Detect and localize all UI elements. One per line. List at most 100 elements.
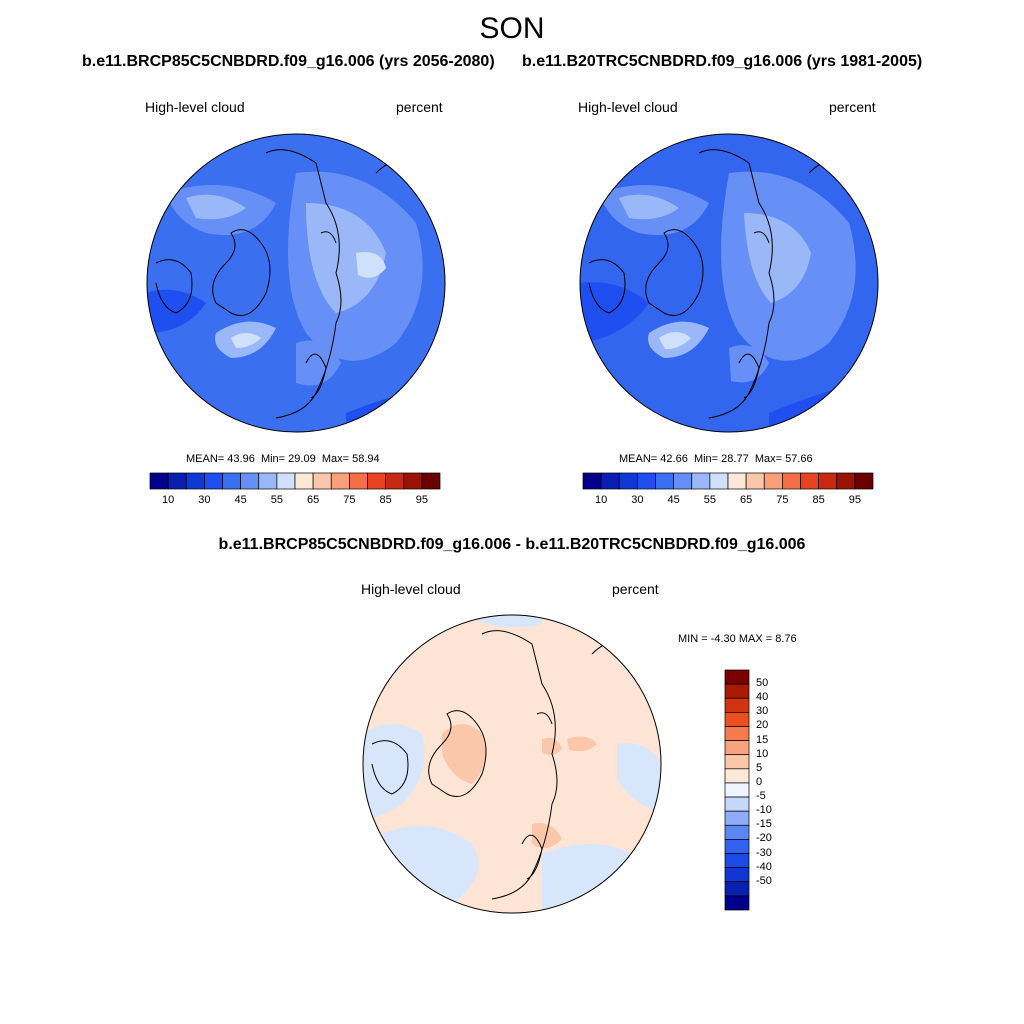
panel-3-colorbar-box [724, 712, 750, 727]
panel-3-colorbar-tick-label: -30 [756, 846, 772, 859]
panel-1-colorbar-tick-label: 45 [234, 494, 247, 506]
panel-3-colorbar-box [724, 867, 750, 883]
panel-1-colorbar-box [258, 472, 278, 490]
panel-1-colorbar-box [330, 472, 350, 490]
panel-1-colorbar-tick-label: 65 [307, 494, 320, 506]
panel-2-colorbar-box [582, 472, 602, 490]
panel-3-colorbar-box [724, 726, 750, 741]
panel-3-colorbar-tick-label: -20 [756, 832, 772, 845]
panel-2-mean-label: MEAN= [619, 453, 658, 465]
panel-1-colorbar-box [222, 472, 241, 490]
panel-2-min: 28.77 [721, 453, 749, 465]
panel-2-colorbar-tick-label: 75 [776, 494, 789, 506]
panel-1-colorbar-box [240, 472, 260, 490]
panel-1-max: 58.94 [352, 453, 380, 465]
panel-3-stats: MIN = -4.30 MAX = 8.76 [678, 633, 797, 645]
panel-3-colorbar-box [724, 796, 750, 812]
panel-2-colorbar-tick-label: 65 [740, 494, 753, 506]
panel-2-colorbar-box [618, 472, 638, 490]
panel-2-colorbar-tick-label: 45 [667, 494, 680, 506]
panel-2-colorbar-box [709, 472, 729, 490]
panel-1-colorbar-box [276, 472, 296, 490]
panel-2-colorbar-tick-label: 30 [631, 494, 644, 506]
panel-2-colorbar-box [727, 472, 747, 490]
panel-2-colorbar-box [782, 472, 801, 490]
panel-2-stats: MEAN= 42.66 Min= 28.77 Max= 57.66 [619, 453, 813, 465]
panel-3-colorbar-box [724, 810, 750, 826]
panel-3-colorbar-box [724, 782, 750, 798]
panel-3-colorbar-box [724, 881, 750, 897]
panel-3-colorbar-tick-label: -40 [756, 860, 772, 873]
panel-2-colorbar-box [691, 472, 711, 490]
season-title: SON [479, 12, 545, 45]
panel-3-colorbar-tick-label: 15 [756, 733, 769, 746]
panel-2-colorbar-tick-label: 55 [703, 494, 716, 506]
panel-1-colorbar-box [149, 472, 169, 490]
panel-1-colorbar-tick-label: 75 [343, 494, 356, 506]
panel-3-colorbar-box [724, 669, 750, 685]
panel-1-colorbar-tick-label: 30 [198, 494, 211, 506]
panel-3-colorbar-box [724, 768, 750, 784]
panel-3-colorbar-box [724, 895, 750, 911]
panel-3-colorbar-tick-label: 30 [756, 705, 769, 718]
panel-3-colorbar-ticks: 50 40 30 20 15 10 5 0 -5 -10 -15 -20 -30 -40 -50 [756, 669, 796, 911]
panel-2-max-label: Max= [754, 453, 783, 465]
panel-2-colorbar-box [836, 472, 856, 490]
panel-2-variable-label: High-level cloud [578, 99, 678, 115]
panel-1-colorbar-box [385, 472, 405, 490]
panel-3-colorbar-tick-label: 40 [756, 691, 769, 704]
panel-1-colorbar-box [367, 472, 386, 490]
panel-2-colorbar-tick-label: 95 [848, 494, 861, 506]
panel-2-colorbar-box [600, 472, 620, 490]
panel-2-units-label: percent [829, 99, 876, 115]
panel-3-colorbar-box [724, 853, 750, 868]
panel-1-colorbar-box [185, 472, 205, 490]
panel-1-colorbar-box [167, 472, 187, 490]
panel-1-colorbar-box [403, 472, 423, 490]
panel-2-colorbar-box [818, 472, 838, 490]
panel-2-colorbar-tick-label: 85 [812, 494, 825, 506]
panel-1-colorbar-tick-label: 55 [270, 494, 283, 506]
panel-3-min: -4.30 [710, 633, 736, 645]
panel-1-colorbar-box [294, 472, 314, 490]
panel-1-colorbar-box [349, 472, 368, 490]
panel-3-polar-map [362, 614, 662, 914]
panel-3-colorbar-box [724, 740, 750, 756]
panel-1-stats: MEAN= 43.96 Min= 29.09 Max= 58.94 [186, 453, 380, 465]
panel-3-colorbar-tick-label: -5 [756, 790, 766, 803]
panel-3-units-label: percent [612, 581, 659, 597]
panel-3-min-label: MIN = [678, 633, 708, 645]
panel-3-colorbar-box [724, 754, 750, 770]
panel-1-colorbar-tick-label: 85 [379, 494, 392, 506]
panel-1-polar-map [146, 133, 446, 433]
panel-2-case-title: b.e11.B20TRC5CNBDRD.f09_g16.006 (yrs 198… [522, 53, 923, 70]
panel-2-polar-map [579, 133, 879, 433]
panel-3-colorbar-tick-label: 20 [756, 719, 769, 732]
panel-3-colorbar-tick-label: -15 [756, 818, 772, 831]
panel-3-colorbar-tick-label: 50 [756, 677, 769, 690]
panel-3-colorbar-box [724, 824, 750, 840]
panel-1-mean: 43.96 [227, 453, 255, 465]
panel-1-colorbar [149, 472, 441, 490]
panel-3-colorbar-tick-label: 0 [756, 775, 763, 788]
panel-3-colorbar-tick-label: 5 [756, 761, 763, 774]
panel-1-max-label: Max= [321, 453, 350, 465]
panel-3-colorbar-tick-label: -50 [756, 874, 772, 887]
panel-2-colorbar-box [745, 472, 765, 490]
panel-1-mean-label: MEAN= [186, 453, 225, 465]
panel-3-variable-label: High-level cloud [361, 581, 461, 597]
panel-2-colorbar-box [673, 472, 693, 490]
panel-1-min: 29.09 [288, 453, 316, 465]
panel-2-min-label: Min= [693, 453, 719, 465]
panel-2-colorbar-box [655, 472, 674, 490]
panel-1-variable-label: High-level cloud [145, 99, 245, 115]
panel-3-max-label: MAX = [738, 633, 773, 645]
panel-1-colorbar-tick-label: 10 [162, 494, 175, 506]
panel-3-max: 8.76 [775, 633, 797, 645]
panel-3-colorbar-box [724, 683, 750, 699]
panel-2-mean: 42.66 [660, 453, 688, 465]
panel-2-colorbar-box [763, 472, 783, 490]
panel-2-colorbar-box [854, 472, 874, 490]
panel-2-colorbar-box [637, 472, 656, 490]
panel-2-colorbar-box [800, 472, 819, 490]
